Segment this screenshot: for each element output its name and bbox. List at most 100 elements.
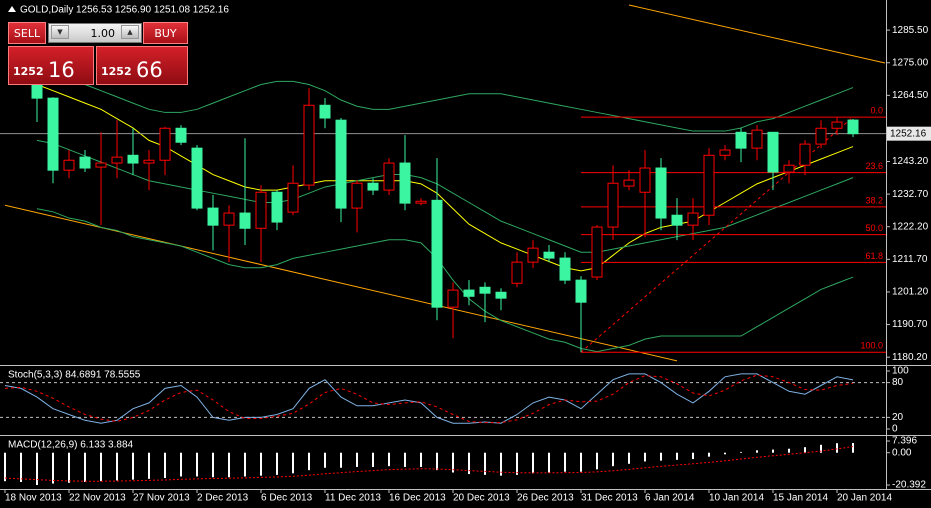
macd-bar bbox=[420, 452, 422, 467]
candle-body bbox=[303, 104, 315, 186]
macd-bar bbox=[756, 450, 758, 453]
macd-bar bbox=[100, 452, 102, 482]
macd-bar bbox=[68, 452, 70, 483]
trendline bbox=[628, 4, 886, 64]
macd-bar bbox=[292, 452, 294, 474]
candle-body bbox=[751, 129, 763, 149]
x-tick-label: 20 Jan 2014 bbox=[837, 493, 892, 504]
macd-bar bbox=[116, 452, 118, 481]
x-tick-label: 22 Nov 2013 bbox=[69, 493, 126, 504]
candle-body bbox=[367, 182, 379, 191]
candle-body bbox=[351, 182, 363, 209]
macd-bar bbox=[644, 452, 646, 462]
macd-bar bbox=[804, 447, 806, 453]
candle-body bbox=[335, 119, 347, 209]
y-tick-label: 1275.00 bbox=[892, 57, 929, 68]
candle-body bbox=[79, 156, 91, 169]
candle-body bbox=[319, 104, 331, 119]
candle-body bbox=[239, 212, 251, 229]
macd-bar bbox=[788, 448, 790, 453]
lot-input[interactable]: ▼ 1.00 ▲ bbox=[48, 23, 142, 43]
candle-body bbox=[575, 279, 587, 303]
sell-quote[interactable]: 1252 16 bbox=[8, 46, 94, 85]
macd-bar bbox=[356, 452, 358, 467]
y-tick-label: 1285.50 bbox=[892, 25, 929, 36]
lot-up[interactable]: ▲ bbox=[121, 25, 139, 39]
macd-bar bbox=[692, 452, 694, 460]
macd-bar bbox=[596, 452, 598, 470]
macd-bar bbox=[84, 452, 86, 483]
candle-body bbox=[207, 207, 219, 226]
candle-body bbox=[655, 167, 667, 219]
y-tick-label: 1243.20 bbox=[892, 156, 929, 167]
sell-button[interactable]: SELL bbox=[8, 22, 46, 44]
candle-body bbox=[559, 257, 571, 281]
bid-big: 1252 bbox=[13, 65, 44, 78]
macd-bar bbox=[580, 452, 582, 472]
macd-bar bbox=[36, 452, 38, 485]
x-tick-label: 10 Jan 2014 bbox=[709, 493, 764, 504]
stoch-title: Stoch(5,3,3) 84.6891 78.5555 bbox=[8, 370, 141, 381]
x-tick-label: 27 Nov 2013 bbox=[133, 493, 190, 504]
macd-bar bbox=[388, 452, 390, 467]
macd-bar bbox=[740, 451, 742, 453]
candle-body bbox=[847, 119, 859, 135]
macd-bar bbox=[4, 452, 6, 482]
indicator-line bbox=[4, 374, 854, 424]
macd-bar bbox=[244, 452, 246, 477]
candle-body bbox=[415, 200, 427, 204]
candle-body bbox=[95, 162, 107, 168]
macd-bar bbox=[212, 452, 214, 478]
candle-body bbox=[431, 199, 443, 308]
candle-body bbox=[815, 127, 827, 145]
candle-body bbox=[143, 159, 155, 164]
x-tick-label: 11 Dec 2013 bbox=[325, 493, 381, 504]
candle-body bbox=[719, 149, 731, 156]
macd-bar bbox=[324, 452, 326, 468]
candle-body bbox=[783, 164, 795, 173]
macd-bar bbox=[484, 452, 486, 475]
collapse-icon[interactable] bbox=[8, 6, 16, 12]
macd-bar bbox=[772, 449, 774, 453]
macd-bar bbox=[852, 442, 854, 453]
x-tick-label: 20 Dec 2013 bbox=[453, 493, 510, 504]
macd-bar bbox=[836, 443, 838, 453]
indicator-line bbox=[36, 139, 854, 253]
macd-bar bbox=[132, 452, 134, 480]
candle-body bbox=[527, 247, 539, 263]
macd-bar bbox=[628, 452, 630, 464]
candle-body bbox=[671, 214, 683, 226]
macd-bar bbox=[516, 452, 518, 475]
lot-down[interactable]: ▼ bbox=[51, 25, 69, 39]
candle-body bbox=[287, 182, 299, 213]
candle-body bbox=[495, 291, 507, 299]
y-tick-label: 0 bbox=[892, 424, 898, 435]
macd-bar bbox=[196, 452, 198, 477]
macd-title: MACD(12,26,9) 6.133 3.884 bbox=[8, 440, 134, 451]
macd-bar bbox=[660, 452, 662, 461]
candle-body bbox=[799, 143, 811, 166]
candle-body bbox=[447, 289, 459, 308]
ask-small: 66 bbox=[136, 58, 163, 82]
indicator-line bbox=[36, 65, 854, 132]
candle-body bbox=[543, 251, 555, 259]
macd-bar bbox=[148, 452, 150, 479]
x-tick-label: 15 Jan 2014 bbox=[773, 493, 828, 504]
macd-bar bbox=[468, 452, 470, 475]
candle-body bbox=[511, 261, 523, 284]
x-tick-label: 18 Nov 2013 bbox=[5, 493, 62, 504]
candle-body bbox=[63, 159, 75, 171]
candle-body bbox=[159, 127, 171, 161]
fib-label: 100.0 bbox=[860, 341, 883, 351]
buy-button[interactable]: BUY bbox=[143, 22, 188, 44]
trendline bbox=[4, 204, 678, 362]
candle-body bbox=[271, 191, 283, 223]
macd-bar bbox=[260, 452, 262, 476]
candle-body bbox=[399, 162, 411, 204]
x-tick-label: 26 Dec 2013 bbox=[517, 493, 574, 504]
candle-body bbox=[735, 131, 747, 149]
macd-bar bbox=[276, 452, 278, 475]
signal-line bbox=[4, 446, 854, 482]
buy-quote[interactable]: 1252 66 bbox=[96, 46, 188, 85]
macd-bar bbox=[548, 452, 550, 473]
